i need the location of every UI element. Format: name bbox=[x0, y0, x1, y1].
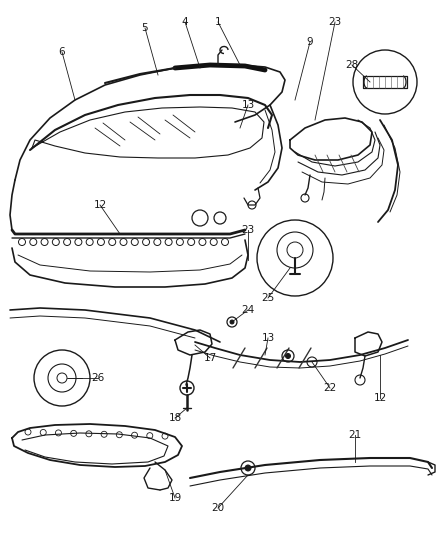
Text: 12: 12 bbox=[93, 200, 106, 210]
Text: 26: 26 bbox=[92, 373, 105, 383]
Text: 21: 21 bbox=[348, 430, 362, 440]
Text: 23: 23 bbox=[328, 17, 342, 27]
Text: 17: 17 bbox=[203, 353, 217, 363]
Text: 9: 9 bbox=[307, 37, 313, 47]
Text: 1: 1 bbox=[215, 17, 221, 27]
Text: 4: 4 bbox=[182, 17, 188, 27]
Text: 13: 13 bbox=[261, 333, 275, 343]
Circle shape bbox=[230, 320, 234, 324]
Text: 18: 18 bbox=[168, 413, 182, 423]
Text: 22: 22 bbox=[323, 383, 337, 393]
Text: 19: 19 bbox=[168, 493, 182, 503]
Circle shape bbox=[245, 465, 251, 471]
Text: 5: 5 bbox=[141, 23, 148, 33]
Text: 28: 28 bbox=[346, 60, 359, 70]
Circle shape bbox=[286, 353, 290, 359]
Text: 20: 20 bbox=[212, 503, 225, 513]
Text: 23: 23 bbox=[241, 225, 254, 235]
Text: 25: 25 bbox=[261, 293, 275, 303]
Text: 24: 24 bbox=[241, 305, 254, 315]
Text: 6: 6 bbox=[59, 47, 65, 57]
Text: 12: 12 bbox=[373, 393, 387, 403]
Text: 13: 13 bbox=[241, 100, 254, 110]
